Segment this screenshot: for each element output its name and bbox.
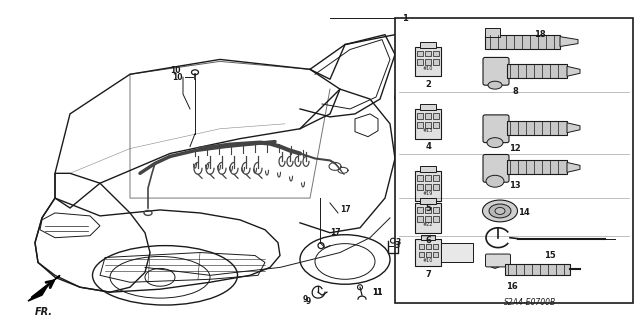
Bar: [433, 175, 439, 181]
Polygon shape: [28, 275, 60, 301]
Bar: [425, 175, 431, 181]
Bar: [420, 198, 436, 204]
Bar: [425, 50, 431, 56]
Bar: [425, 113, 431, 119]
Ellipse shape: [487, 138, 503, 148]
Text: 4: 4: [425, 142, 431, 151]
Bar: [433, 50, 439, 56]
Bar: [417, 122, 423, 128]
Bar: [433, 113, 439, 119]
Text: #22: #22: [423, 222, 433, 227]
Text: 7: 7: [425, 270, 431, 279]
Text: 11: 11: [372, 288, 383, 297]
Text: #19: #19: [423, 191, 433, 196]
Text: 18: 18: [534, 30, 546, 39]
Text: 6: 6: [425, 236, 431, 245]
Text: 10: 10: [170, 66, 180, 75]
Ellipse shape: [495, 207, 505, 214]
Text: 15: 15: [544, 250, 556, 260]
Text: 12: 12: [509, 144, 521, 152]
Bar: [433, 59, 439, 65]
Bar: [425, 207, 431, 213]
Bar: [433, 122, 439, 128]
Text: 16: 16: [506, 282, 518, 291]
Text: 14: 14: [518, 208, 530, 218]
Polygon shape: [567, 162, 580, 172]
Text: #10: #10: [423, 258, 433, 263]
Bar: [395, 18, 633, 303]
Bar: [417, 50, 423, 56]
Bar: [417, 175, 423, 181]
Bar: [507, 160, 567, 174]
Text: 3: 3: [396, 238, 401, 247]
Polygon shape: [567, 66, 580, 76]
Text: 2: 2: [425, 80, 431, 89]
Bar: [415, 171, 441, 201]
Bar: [417, 216, 423, 222]
Bar: [507, 64, 567, 78]
Text: 8: 8: [512, 87, 518, 96]
Text: 3: 3: [395, 241, 400, 250]
Bar: [505, 264, 570, 275]
Bar: [425, 216, 431, 222]
Text: 17: 17: [340, 205, 351, 214]
Bar: [425, 59, 431, 65]
Text: 1: 1: [402, 14, 408, 23]
Bar: [417, 207, 423, 213]
Bar: [441, 243, 473, 263]
Text: 11: 11: [372, 288, 383, 297]
Bar: [419, 244, 424, 249]
Bar: [433, 244, 438, 249]
Bar: [433, 207, 439, 213]
Ellipse shape: [483, 200, 518, 222]
Bar: [433, 184, 439, 190]
Text: 9: 9: [302, 295, 308, 304]
Bar: [426, 252, 431, 257]
Bar: [426, 244, 431, 249]
Bar: [417, 184, 423, 190]
Bar: [421, 235, 435, 240]
Text: S2A4-E0700B: S2A4-E0700B: [504, 298, 556, 307]
Bar: [415, 47, 441, 76]
Bar: [415, 109, 441, 139]
FancyBboxPatch shape: [486, 254, 511, 267]
Bar: [485, 35, 560, 48]
Bar: [420, 41, 436, 48]
Text: 17: 17: [330, 228, 340, 237]
Text: 13: 13: [509, 181, 521, 190]
FancyBboxPatch shape: [483, 154, 509, 182]
Bar: [415, 239, 441, 266]
Text: #13: #13: [423, 128, 433, 133]
Bar: [420, 167, 436, 172]
Bar: [417, 59, 423, 65]
Polygon shape: [486, 255, 504, 268]
Polygon shape: [560, 37, 578, 47]
Bar: [433, 252, 438, 257]
Bar: [433, 216, 439, 222]
Bar: [417, 113, 423, 119]
Text: FR.: FR.: [35, 307, 53, 317]
Bar: [425, 122, 431, 128]
Text: #10: #10: [423, 66, 433, 71]
Bar: [485, 28, 500, 37]
Bar: [507, 121, 567, 135]
Bar: [420, 104, 436, 110]
Ellipse shape: [489, 204, 511, 218]
Text: 9: 9: [305, 297, 310, 306]
Ellipse shape: [486, 175, 504, 187]
Bar: [419, 252, 424, 257]
Ellipse shape: [488, 81, 502, 89]
Text: 10: 10: [173, 73, 183, 82]
Text: 5: 5: [425, 204, 431, 213]
FancyBboxPatch shape: [483, 57, 509, 85]
Bar: [425, 184, 431, 190]
Bar: [415, 203, 441, 233]
Polygon shape: [567, 123, 580, 133]
FancyBboxPatch shape: [483, 115, 509, 143]
